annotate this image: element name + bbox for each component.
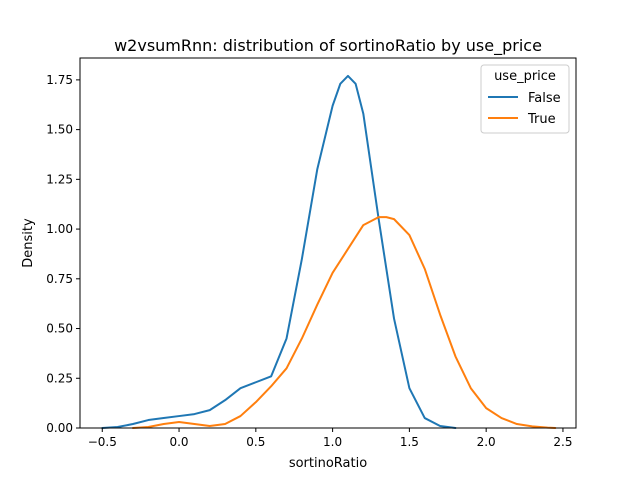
y-tick-label: 0.00 — [46, 421, 73, 435]
x-axis-label: sortinoRatio — [289, 456, 367, 471]
y-tick-label: 0.75 — [46, 272, 73, 286]
x-tick-label: −0.5 — [88, 435, 117, 449]
legend-label-true: True — [527, 112, 556, 127]
axes-frame — [79, 57, 577, 429]
y-axis-label: Density — [21, 218, 36, 268]
series-line-false — [101, 74, 457, 429]
x-tick-label: 2.0 — [477, 435, 496, 449]
x-tick-label: 0.5 — [246, 435, 265, 449]
legend-box — [480, 64, 570, 134]
legend-label-false: False — [528, 91, 561, 106]
x-tick-label: 1.5 — [400, 435, 419, 449]
x-tick-label: 0.0 — [169, 435, 188, 449]
y-tick-label: 0.50 — [46, 322, 73, 336]
y-tick-label: 1.00 — [46, 222, 73, 236]
series-line-true — [131, 216, 557, 429]
x-tick-label: 2.5 — [553, 435, 572, 449]
y-tick-label: 1.25 — [46, 172, 73, 186]
y-tick-label: 1.50 — [46, 123, 73, 137]
y-tick-label: 1.75 — [46, 73, 73, 87]
axes-layer: −0.5 0.0 0.5 1.0 1.5 2.0 2.5 0.00 0.25 0.50 0.75 1.… — [46, 57, 577, 449]
legend-title: use_price — [494, 69, 556, 84]
y-tick-label: 0.25 — [46, 371, 73, 385]
chart-title: w2vsumRnn: distribution of sortinoRatio … — [114, 36, 542, 56]
legend: use_price False True — [480, 64, 570, 134]
series-layer — [101, 74, 557, 429]
x-tick-label: 1.0 — [323, 435, 342, 449]
